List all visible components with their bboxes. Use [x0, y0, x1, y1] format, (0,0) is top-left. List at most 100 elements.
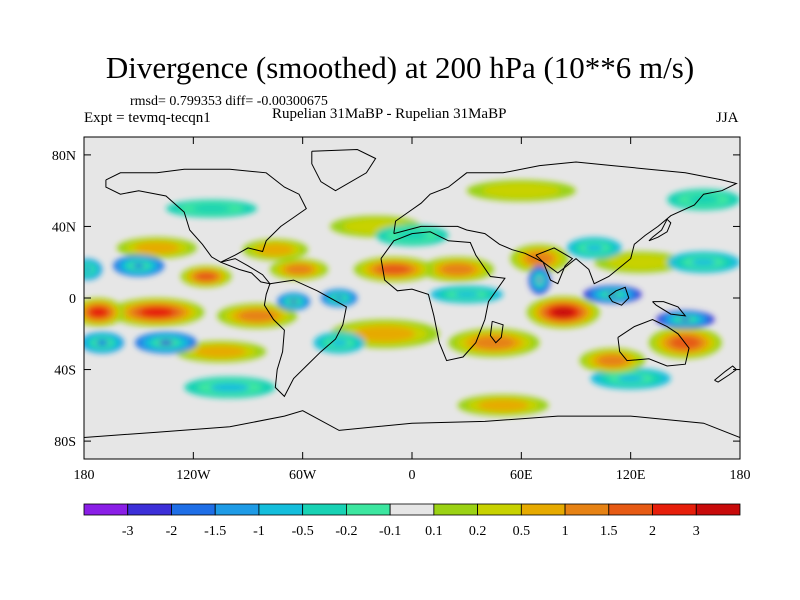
field-band	[289, 299, 298, 304]
field-anomaly	[166, 199, 258, 218]
field-band	[210, 382, 250, 393]
field-band	[143, 244, 171, 252]
colorbar-label: 0.5	[513, 524, 531, 539]
field-band	[93, 309, 104, 316]
field-band	[617, 374, 645, 383]
y-tick-label: 80N	[52, 149, 76, 164]
colorbar-label: 2	[649, 524, 656, 539]
field-anomaly	[667, 188, 740, 211]
field-band	[96, 339, 109, 346]
field-band	[487, 401, 519, 409]
coastline-layer	[84, 148, 740, 438]
x-tick-label: 60E	[510, 468, 533, 483]
colorbar-swatch	[652, 503, 697, 516]
field-anomaly	[430, 285, 504, 304]
colorbar-label: -0.1	[379, 524, 401, 539]
coastline-eurasia	[393, 161, 738, 285]
field-layer	[84, 179, 740, 417]
field-band	[585, 244, 604, 252]
field-anomaly	[320, 289, 358, 307]
coastline-antarctica	[84, 410, 740, 438]
season-label: JJA	[716, 110, 739, 126]
field-anomaly	[242, 238, 309, 261]
experiment-label: Expt = tevmq-tecqn1	[84, 110, 211, 126]
field-band	[603, 357, 622, 365]
colorbar-label: 1	[562, 524, 569, 539]
colorbar-swatch	[695, 503, 741, 516]
field-anomaly	[175, 340, 267, 363]
colorbar-swatch	[345, 503, 391, 516]
x-tick-label: 180	[730, 468, 751, 483]
field-anomaly	[421, 256, 494, 282]
map-background	[84, 137, 740, 459]
field-band	[330, 339, 348, 347]
field-band	[620, 257, 660, 267]
field-band	[264, 246, 287, 254]
field-anomaly	[84, 331, 125, 354]
field-band	[192, 204, 232, 213]
field-band	[384, 266, 404, 273]
field-band	[497, 186, 545, 196]
field-band	[454, 291, 479, 298]
coastline-north-america	[105, 168, 307, 263]
field-anomaly	[457, 394, 549, 417]
field-anomaly	[528, 265, 551, 295]
axis-layer: 180 120W 60W 0 60E 120E 180 80N 40N 0 40S 80S	[52, 137, 751, 483]
y-tick-label: 40N	[52, 220, 76, 235]
field-anomaly	[566, 237, 622, 259]
colorbar-label: 3	[693, 524, 700, 539]
field-anomaly	[594, 251, 686, 273]
x-tick-label: 0	[409, 468, 416, 483]
field-anomaly	[84, 298, 125, 327]
field-anomaly	[180, 265, 232, 288]
colorbar-label: -3	[122, 524, 134, 539]
colorbar-label: 0.1	[425, 524, 443, 539]
x-tick-label: 60W	[289, 468, 317, 483]
coastline-africa	[380, 231, 506, 362]
colorbar-label: -1.5	[204, 524, 226, 539]
colorbar-swatch	[433, 503, 479, 516]
field-anomaly	[113, 255, 165, 277]
field-anomaly	[84, 258, 103, 281]
field-anomaly	[277, 292, 310, 311]
field-band	[158, 340, 174, 346]
colorbar-swatch	[171, 503, 216, 516]
colorbar-swatch	[389, 503, 435, 516]
colorbar-label: 1.5	[600, 524, 618, 539]
colorbar-label: -1	[253, 524, 265, 539]
colorbar-swatch	[258, 503, 304, 516]
coastline-south-america	[263, 279, 347, 398]
coastline-greenland	[311, 148, 377, 192]
coastline-japan	[648, 218, 672, 242]
stats-line: rmsd= 0.799353 diff= -0.00300675	[130, 94, 328, 109]
colorbar-swatch	[477, 503, 522, 516]
field-band	[334, 295, 344, 301]
field-anomaly	[184, 376, 276, 399]
field-band	[366, 329, 403, 339]
coastline-borneo	[608, 286, 630, 306]
field-anomaly	[448, 328, 540, 358]
field-anomaly	[217, 303, 298, 329]
field-anomaly	[135, 331, 197, 354]
field-anomaly	[353, 256, 434, 282]
field-band	[132, 263, 145, 269]
field-band	[147, 309, 167, 316]
y-tick-label: 0	[69, 292, 76, 307]
coastline-australia	[617, 318, 690, 367]
coastline-new-guinea	[652, 301, 687, 317]
field-anomaly	[656, 310, 715, 329]
colorbar-swatch	[83, 503, 129, 516]
coastline-madagascar	[489, 320, 504, 344]
field-band	[205, 348, 236, 356]
colorbar-label: -2	[166, 524, 178, 539]
colorbar-swatch	[214, 503, 260, 516]
field-band	[84, 266, 92, 273]
field-band	[556, 309, 570, 316]
colorbar-swatch	[302, 503, 347, 516]
field-anomaly	[667, 251, 740, 273]
field-band	[691, 258, 716, 266]
field-band	[291, 266, 307, 273]
field-anomaly	[313, 331, 365, 354]
field-anomaly	[109, 298, 205, 327]
field-anomaly	[583, 285, 642, 304]
